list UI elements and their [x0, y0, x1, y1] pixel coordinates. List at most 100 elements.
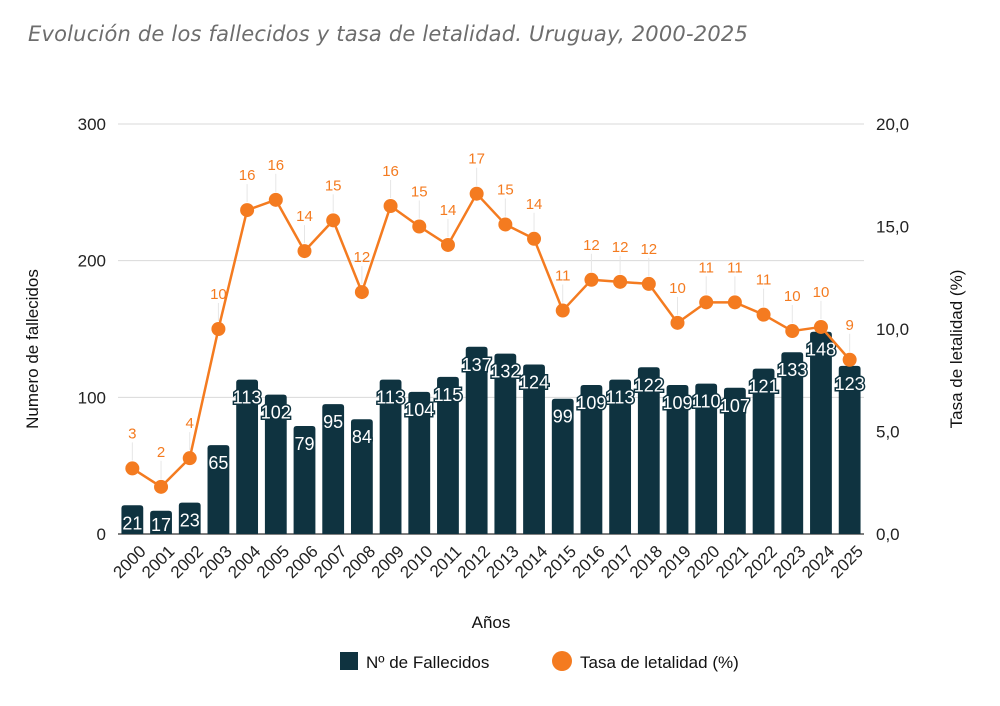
legend-label: Nº de Fallecidos [366, 653, 489, 672]
line-data-label: 10 [210, 286, 227, 303]
y-right-tick-label: 10,0 [876, 320, 909, 339]
bar [666, 385, 689, 534]
line-point [727, 295, 742, 310]
line-point [326, 213, 341, 228]
line-data-label: 14 [296, 208, 313, 225]
line-data-label: 11 [727, 259, 743, 276]
line-data-label: 16 [267, 157, 284, 174]
bar-data-label: 124 [519, 373, 549, 393]
line-data-label: 11 [555, 268, 571, 285]
bar-data-label: 113 [606, 388, 635, 408]
line-data-label: 16 [239, 167, 256, 184]
bar-data-label: 84 [352, 427, 372, 447]
line-point [498, 217, 513, 232]
bar [379, 379, 402, 534]
bar [293, 426, 316, 534]
bar-data-label: 102 [261, 403, 291, 423]
line-point [268, 192, 283, 207]
bar-data-label: 122 [634, 375, 664, 395]
y-right-tick-label: 20,0 [876, 115, 909, 134]
line-point [412, 219, 427, 234]
line-point [813, 319, 828, 334]
bar-data-label: 133 [777, 360, 807, 380]
bar [810, 331, 832, 534]
line-point [842, 352, 857, 367]
y-right-tick-label: 0,0 [876, 525, 900, 544]
bar [523, 364, 545, 534]
bar [723, 387, 746, 534]
line-data-label: 14 [526, 196, 543, 213]
bar-data-label: 123 [835, 374, 865, 394]
x-tick-label: 2025 [827, 542, 867, 582]
bar-data-label: 132 [490, 362, 520, 382]
bar [752, 368, 775, 534]
bar [150, 510, 172, 534]
bar [236, 379, 259, 534]
line-point [125, 461, 140, 476]
bar-data-label: 65 [208, 453, 228, 473]
bar [178, 502, 201, 534]
legend-item-fallecidos: Nº de Fallecidos [340, 652, 489, 672]
line-point [785, 324, 800, 339]
legend-swatch-circle [552, 651, 572, 671]
bar [551, 398, 574, 534]
bar [121, 505, 144, 534]
line-series: 3 2 4 10 16 16 14 15 12 16 15 14 17 15 14 11 12 12 12 10 11 1… [125, 151, 857, 494]
line-data-label: 11 [756, 272, 772, 289]
line-data-label: 12 [612, 239, 629, 256]
bar-data-label: 99 [553, 407, 573, 427]
line-point [613, 274, 628, 289]
bar [637, 367, 660, 534]
legend-label: Tasa de letalidad (%) [580, 653, 739, 672]
bar-data-label: 109 [662, 393, 692, 413]
bar [408, 391, 431, 534]
y-right-axis-title: Tasa de letalidad (%) [947, 270, 966, 429]
legend-item-tasa: Tasa de letalidad (%) [552, 651, 739, 672]
y-left-tick-label: 0 [97, 525, 106, 544]
line-point [354, 285, 369, 300]
bar-data-label: 113 [376, 388, 405, 408]
bar-data-label: 21 [122, 513, 142, 533]
gridlines [118, 123, 864, 535]
line-point [383, 199, 398, 213]
line-data-label: 2 [157, 444, 165, 461]
bar [264, 394, 287, 534]
legend: Nº de Fallecidos Tasa de letalidad (%) [340, 651, 739, 672]
line-data-label: 4 [186, 415, 194, 432]
bar-data-label: 104 [404, 400, 434, 420]
line-point [756, 307, 771, 322]
line-point [469, 186, 484, 201]
line-data-label: 15 [325, 177, 342, 194]
y-left-tick-label: 100 [78, 388, 106, 407]
legend-swatch-square [340, 652, 358, 670]
bar [465, 346, 488, 534]
bar-data-label: 95 [323, 412, 343, 432]
bar-data-label: 23 [180, 511, 200, 531]
bar-data-label: 121 [749, 377, 779, 397]
bar [437, 376, 459, 534]
line-data-label: 12 [640, 241, 657, 258]
bar-data-label: 110 [692, 392, 721, 412]
bar [207, 445, 230, 534]
line-data-label: 10 [669, 280, 686, 297]
bar [781, 352, 804, 534]
line-point [440, 237, 455, 252]
y-right-tick-label: 5,0 [876, 423, 900, 442]
line-point [641, 276, 656, 291]
line-data-label: 15 [411, 184, 428, 201]
line-data-label: 12 [583, 237, 600, 254]
bar-data-label: 148 [806, 340, 836, 360]
bar [695, 383, 718, 534]
line-point [154, 479, 169, 494]
line-point [555, 303, 570, 318]
line-data-label: 14 [440, 202, 457, 219]
line-data-label: 10 [813, 284, 830, 301]
chart-title: Evolución de los fallecidos y tasa de le… [28, 22, 749, 46]
line-data-label: 12 [354, 249, 371, 266]
bar-data-label: 113 [233, 388, 262, 408]
line-point [527, 231, 542, 246]
line-data-label: 16 [382, 163, 399, 180]
bar [580, 385, 603, 534]
bar [838, 365, 861, 534]
line-point [584, 272, 599, 287]
